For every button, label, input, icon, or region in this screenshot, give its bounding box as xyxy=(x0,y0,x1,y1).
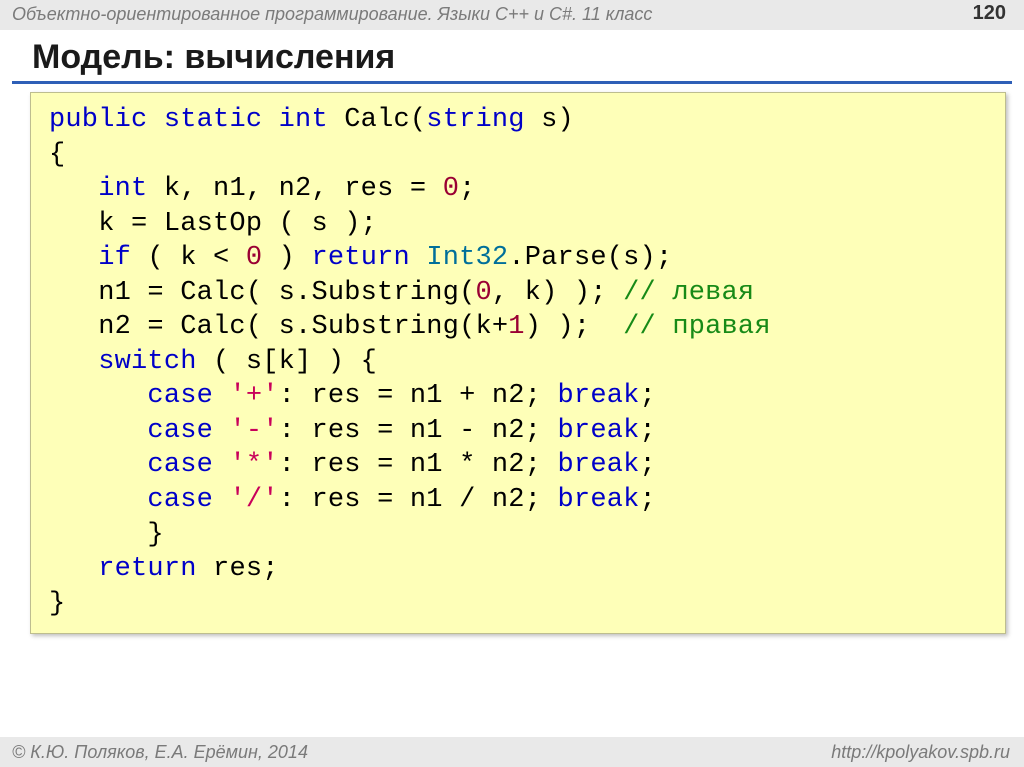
footer-bar: © К.Ю. Поляков, Е.А. Ерёмин, 2014 http:/… xyxy=(0,737,1024,767)
header-bar: Объектно-ориентированное программировани… xyxy=(0,0,1024,30)
page-number: 120 xyxy=(973,2,1006,25)
code-box: public static int Calc(string s) { int k… xyxy=(30,92,1006,634)
slide: Объектно-ориентированное программировани… xyxy=(0,0,1024,767)
code-content: public static int Calc(string s) { int k… xyxy=(31,93,1005,633)
title-underline xyxy=(12,81,1012,84)
footer-url: http://kpolyakov.spb.ru xyxy=(831,742,1010,763)
slide-title: Модель: вычисления xyxy=(32,38,1024,77)
header-subject: Объектно-ориентированное программировани… xyxy=(12,4,652,25)
footer-copyright: © К.Ю. Поляков, Е.А. Ерёмин, 2014 xyxy=(12,742,308,763)
